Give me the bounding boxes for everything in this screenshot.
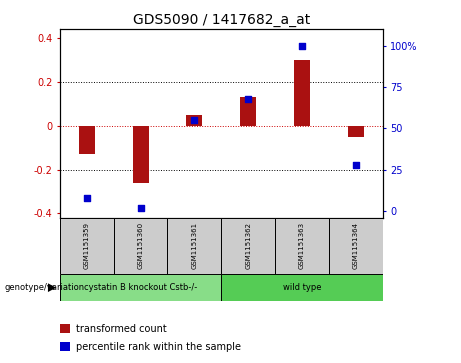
Point: [298, 43, 306, 49]
Bar: [348, 126, 364, 136]
Bar: [294, 60, 310, 126]
Bar: [133, 126, 148, 183]
Text: GSM1151362: GSM1151362: [245, 223, 251, 269]
Text: GSM1151360: GSM1151360: [137, 223, 144, 269]
Text: transformed count: transformed count: [76, 323, 167, 334]
Text: cystatin B knockout Cstb-/-: cystatin B knockout Cstb-/-: [84, 283, 197, 292]
Text: GSM1151364: GSM1151364: [353, 223, 359, 269]
Point: [191, 117, 198, 123]
Bar: [186, 115, 202, 126]
Bar: [60, 324, 70, 333]
Bar: [60, 218, 114, 274]
Bar: [275, 218, 329, 274]
Bar: [79, 126, 95, 154]
Polygon shape: [48, 283, 56, 292]
Text: wild type: wild type: [283, 283, 321, 292]
Point: [244, 96, 252, 102]
Point: [137, 205, 144, 211]
Text: GSM1151361: GSM1151361: [191, 223, 197, 269]
Bar: [329, 218, 383, 274]
Text: GSM1151363: GSM1151363: [299, 223, 305, 269]
Bar: [167, 218, 221, 274]
Bar: [60, 274, 221, 301]
Text: GSM1151359: GSM1151359: [84, 223, 90, 269]
Bar: [114, 218, 167, 274]
Text: percentile rank within the sample: percentile rank within the sample: [76, 342, 241, 352]
Text: genotype/variation: genotype/variation: [5, 283, 85, 292]
Bar: [60, 342, 70, 351]
Bar: [240, 97, 256, 126]
Bar: [221, 218, 275, 274]
Title: GDS5090 / 1417682_a_at: GDS5090 / 1417682_a_at: [133, 13, 310, 26]
Bar: [221, 274, 383, 301]
Point: [83, 195, 90, 201]
Point: [352, 162, 360, 168]
